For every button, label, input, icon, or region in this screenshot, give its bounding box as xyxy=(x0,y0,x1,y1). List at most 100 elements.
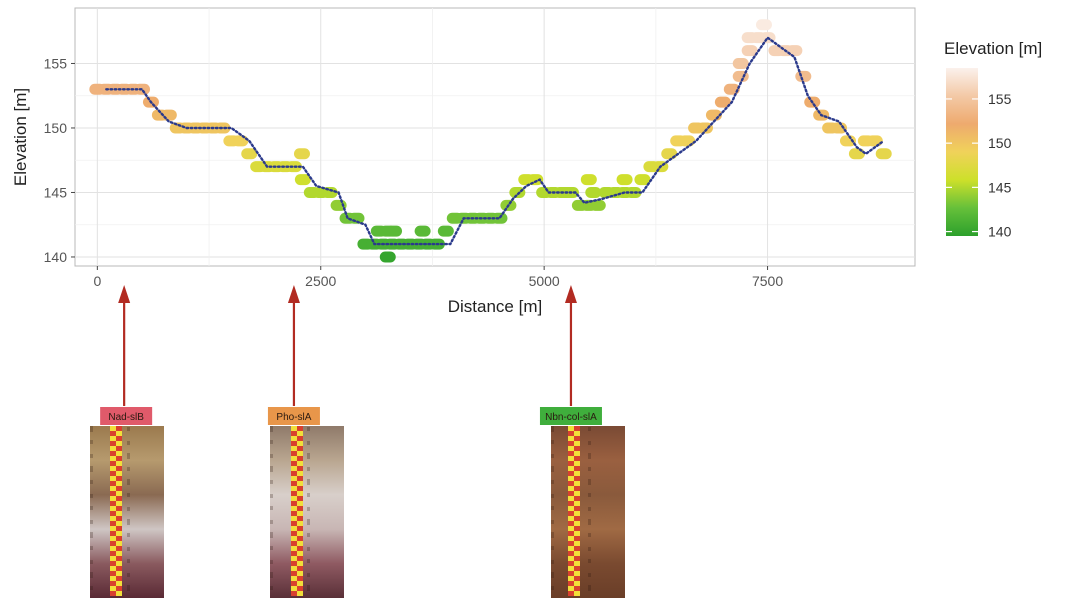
soil-texture-speckle xyxy=(127,523,130,525)
tape-segment xyxy=(297,521,303,526)
soil-texture-speckle xyxy=(551,562,554,564)
soil-texture-speckle xyxy=(551,534,554,536)
soil-texture-speckle xyxy=(551,522,554,524)
tape-segment xyxy=(116,526,122,531)
tape-segment xyxy=(291,466,297,471)
tape-segment xyxy=(297,516,303,521)
soil-texture-speckle xyxy=(551,456,554,458)
arrow-head xyxy=(287,285,300,303)
data-point xyxy=(634,174,651,186)
soil-texture-speckle xyxy=(588,479,591,481)
data-point xyxy=(795,70,812,82)
tape-segment xyxy=(568,536,574,541)
soil-profile-photo xyxy=(90,426,164,598)
tape-segment xyxy=(574,456,580,461)
data-point xyxy=(294,174,311,186)
soil-texture-speckle xyxy=(90,572,93,574)
soil-texture-speckle xyxy=(270,560,273,562)
soil-texture-speckle xyxy=(588,507,591,509)
soil-texture-speckle xyxy=(270,534,273,536)
soil-texture-speckle xyxy=(127,585,130,587)
soil-texture-speckle xyxy=(588,455,591,457)
legend-tick-label: 140 xyxy=(988,224,1012,240)
legend-tick-label: 155 xyxy=(988,91,1012,107)
tape-segment xyxy=(574,566,580,571)
soil-texture-speckle xyxy=(127,533,130,535)
data-point xyxy=(732,70,749,82)
tape-segment xyxy=(568,591,574,596)
tape-segment xyxy=(110,431,116,436)
soil-texture-speckle xyxy=(270,442,273,444)
soil-texture-speckle xyxy=(588,575,591,577)
soil-texture-speckle xyxy=(307,443,310,445)
tape-segment xyxy=(110,586,116,591)
soil-texture-speckle xyxy=(588,573,591,575)
soil-texture-speckle xyxy=(551,574,554,576)
tape-segment xyxy=(291,526,297,531)
tape-segment xyxy=(297,476,303,481)
tape-segment xyxy=(291,426,297,431)
data-point xyxy=(732,57,749,69)
tape-segment xyxy=(110,521,116,526)
tape-segment xyxy=(116,516,122,521)
tape-segment xyxy=(297,556,303,561)
soil-texture-speckle xyxy=(588,441,591,443)
soil-texture-speckle xyxy=(551,560,554,562)
tape-segment xyxy=(568,566,574,571)
tape-segment xyxy=(574,531,580,536)
data-point xyxy=(527,174,544,186)
tape-segment xyxy=(116,511,122,516)
y-tick-label: 155 xyxy=(44,55,68,71)
soil-texture-speckle xyxy=(551,520,554,522)
tape-segment xyxy=(297,541,303,546)
tape-segment xyxy=(116,551,122,556)
soil-texture-speckle xyxy=(127,519,130,521)
tape-segment xyxy=(568,546,574,551)
arrow-head xyxy=(118,285,131,303)
soil-texture-speckle xyxy=(588,469,591,471)
data-point xyxy=(241,148,258,160)
tape-segment xyxy=(568,506,574,511)
soil-texture-speckle xyxy=(127,547,130,549)
tape-segment xyxy=(116,506,122,511)
tape-segment xyxy=(110,476,116,481)
tape-segment xyxy=(116,451,122,456)
data-point xyxy=(589,199,606,211)
tape-segment xyxy=(297,531,303,536)
soil-texture-speckle xyxy=(90,560,93,562)
tape-segment xyxy=(568,581,574,586)
data-point xyxy=(714,96,731,108)
tape-segment xyxy=(110,491,116,496)
tape-segment xyxy=(574,511,580,516)
tape-segment xyxy=(297,546,303,551)
tape-segment xyxy=(568,466,574,471)
tape-segment xyxy=(291,576,297,581)
soil-texture-speckle xyxy=(127,441,130,443)
soil-texture-speckle xyxy=(307,493,310,495)
soil-texture-speckle xyxy=(90,548,93,550)
soil-texture-speckle xyxy=(90,534,93,536)
tape-segment xyxy=(297,456,303,461)
soil-texture-speckle xyxy=(127,495,130,497)
soil-texture-speckle xyxy=(307,535,310,537)
soil-profile-photo xyxy=(551,426,625,598)
soil-texture-speckle xyxy=(270,588,273,590)
soil-texture-speckle xyxy=(588,561,591,563)
soil-texture-speckle xyxy=(588,585,591,587)
tape-segment xyxy=(574,466,580,471)
soil-texture-speckle xyxy=(551,468,554,470)
tape-segment xyxy=(574,551,580,556)
tape-segment xyxy=(568,576,574,581)
soil-texture-speckle xyxy=(588,533,591,535)
soil-texture-speckle xyxy=(307,453,310,455)
tape-segment xyxy=(116,576,122,581)
soil-texture-speckle xyxy=(551,494,554,496)
y-tick-label: 150 xyxy=(44,120,68,136)
tape-segment xyxy=(110,516,116,521)
soil-texture-speckle xyxy=(90,574,93,576)
soil-texture-speckle xyxy=(270,572,273,574)
soil-texture-speckle xyxy=(270,536,273,538)
soil-texture-speckle xyxy=(307,481,310,483)
grid-lines xyxy=(75,8,915,266)
soil-texture-speckle xyxy=(551,536,554,538)
